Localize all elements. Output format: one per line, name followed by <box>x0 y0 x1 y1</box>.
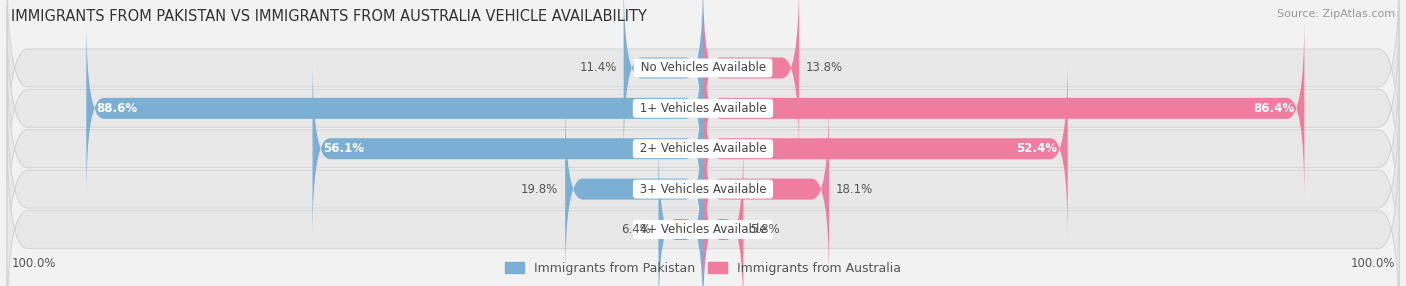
FancyBboxPatch shape <box>7 0 1399 170</box>
FancyBboxPatch shape <box>703 58 1067 239</box>
Text: 56.1%: 56.1% <box>323 142 364 155</box>
Legend: Immigrants from Pakistan, Immigrants from Australia: Immigrants from Pakistan, Immigrants fro… <box>501 257 905 280</box>
Text: 3+ Vehicles Available: 3+ Vehicles Available <box>636 182 770 196</box>
Text: 52.4%: 52.4% <box>1017 142 1057 155</box>
FancyBboxPatch shape <box>86 18 703 199</box>
Text: 4+ Vehicles Available: 4+ Vehicles Available <box>636 223 770 236</box>
FancyBboxPatch shape <box>7 87 1399 286</box>
Text: 11.4%: 11.4% <box>579 61 617 74</box>
FancyBboxPatch shape <box>703 18 1305 199</box>
FancyBboxPatch shape <box>703 139 744 286</box>
FancyBboxPatch shape <box>7 47 1399 251</box>
Text: 13.8%: 13.8% <box>806 61 844 74</box>
Text: 100.0%: 100.0% <box>1350 257 1395 270</box>
Text: No Vehicles Available: No Vehicles Available <box>637 61 769 74</box>
FancyBboxPatch shape <box>565 99 703 279</box>
Text: 100.0%: 100.0% <box>11 257 56 270</box>
Text: 86.4%: 86.4% <box>1253 102 1294 115</box>
FancyBboxPatch shape <box>7 6 1399 210</box>
Text: 19.8%: 19.8% <box>522 182 558 196</box>
Text: 18.1%: 18.1% <box>837 182 873 196</box>
FancyBboxPatch shape <box>312 58 703 239</box>
Text: 1+ Vehicles Available: 1+ Vehicles Available <box>636 102 770 115</box>
Text: 2+ Vehicles Available: 2+ Vehicles Available <box>636 142 770 155</box>
FancyBboxPatch shape <box>624 0 703 158</box>
Text: 88.6%: 88.6% <box>97 102 138 115</box>
FancyBboxPatch shape <box>7 127 1399 286</box>
Text: IMMIGRANTS FROM PAKISTAN VS IMMIGRANTS FROM AUSTRALIA VEHICLE AVAILABILITY: IMMIGRANTS FROM PAKISTAN VS IMMIGRANTS F… <box>11 9 647 23</box>
FancyBboxPatch shape <box>703 99 830 279</box>
Text: 5.8%: 5.8% <box>751 223 780 236</box>
FancyBboxPatch shape <box>703 0 799 158</box>
FancyBboxPatch shape <box>658 139 703 286</box>
Text: 6.4%: 6.4% <box>621 223 651 236</box>
Text: Source: ZipAtlas.com: Source: ZipAtlas.com <box>1277 9 1395 19</box>
